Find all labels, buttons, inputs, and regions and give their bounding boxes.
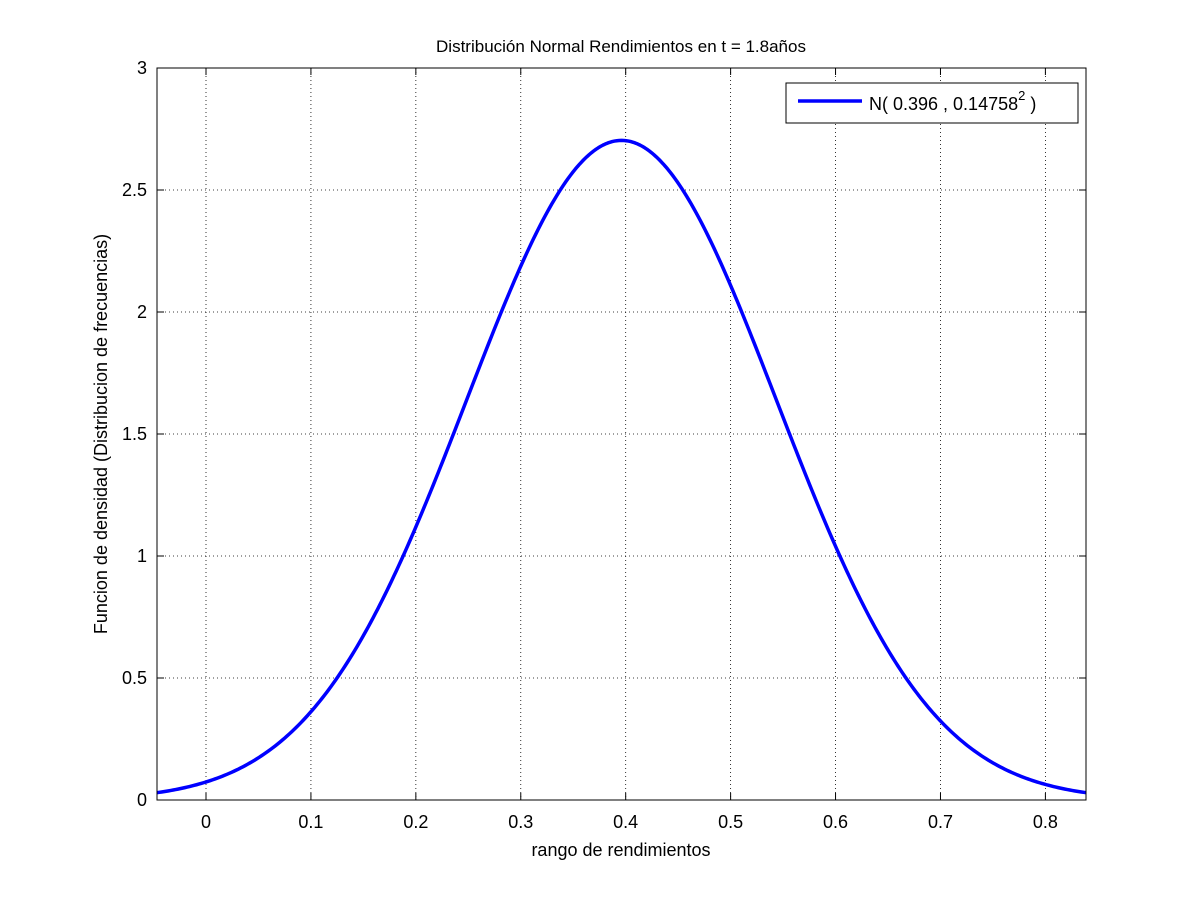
x-axis-label: rango de rendimientos [531,840,710,860]
y-tick-label: 2 [137,302,147,322]
series-line-normal-density [156,138,1087,795]
x-tick-label: 0.5 [718,812,743,832]
x-tick-label: 0.8 [1033,812,1058,832]
x-tick-label: 0.3 [508,812,533,832]
legend-entry-suffix: ) [1025,94,1036,114]
legend-box [785,82,1079,124]
y-tick-label: 0.5 [122,668,147,688]
y-tick-label: 2.5 [122,180,147,200]
x-tick-label: 0.4 [613,812,638,832]
y-tick-label: 0 [137,790,147,810]
axis-ticks: 0 0.1 0.2 0.3 0.4 0.5 0.6 0.7 0.8 0 0.5 1 1.5 2 2.5 3 [122,58,1086,832]
x-tick-label: 0.1 [298,812,323,832]
y-tick-label: 1.5 [122,424,147,444]
legend: N( 0.396 , 0.147582 ) [785,82,1079,124]
legend-entry-label: N( 0.396 , 0.147582 ) [869,88,1036,114]
x-tick-label: 0.7 [928,812,953,832]
x-tick-label: 0.2 [403,812,428,832]
x-tick-label: 0 [201,812,211,832]
plot-box [156,67,1087,801]
y-tick-label: 1 [137,546,147,566]
series-layer [156,138,1087,795]
legend-entry-name: N( 0.396 , 0.14758 [869,94,1018,114]
legend-entry-superscript: 2 [1018,88,1025,103]
y-axis-label: Funcion de densidad (Distribucion de fre… [91,234,111,634]
chart-title: Distribución Normal Rendimientos en t = … [436,37,806,56]
x-tick-label: 0.6 [823,812,848,832]
y-tick-label: 3 [137,58,147,78]
grid-lines [157,68,1086,800]
